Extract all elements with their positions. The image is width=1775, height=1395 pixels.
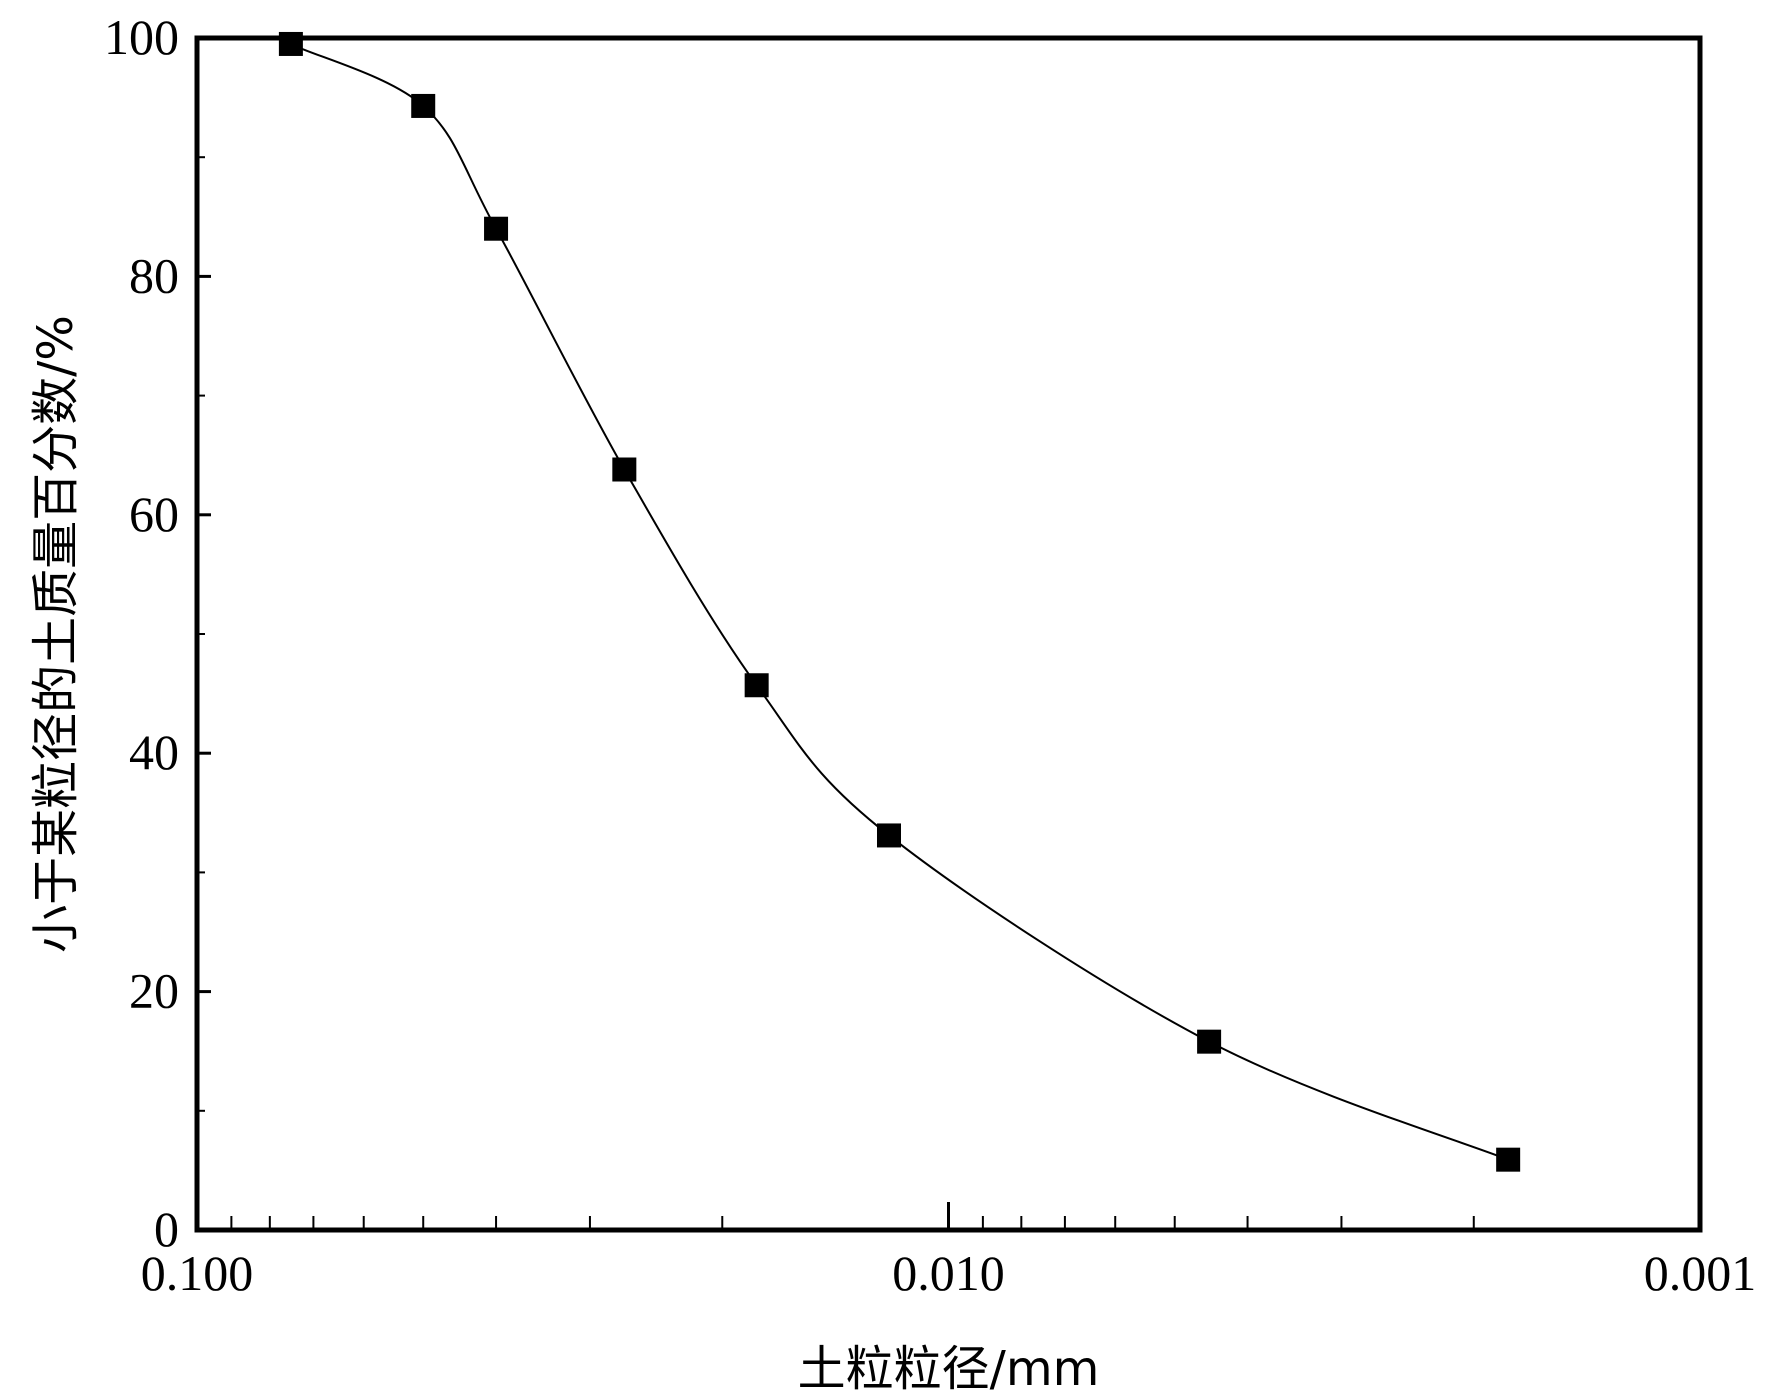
- y-tick-label: 80: [129, 247, 179, 303]
- y-tick-label: 0: [154, 1201, 179, 1257]
- x-tick-label: 0.010: [892, 1245, 1005, 1301]
- y-tick-label: 40: [129, 724, 179, 780]
- fit-curve: [281, 36, 1509, 1161]
- plot-area: 0 20 40 60 80 100 0.100 0.010 0.001 土粒粒径/mm 小于某粒径的…: [28, 9, 1756, 1395]
- data-point: [612, 457, 637, 482]
- data-point: [484, 216, 509, 241]
- data-point: [876, 823, 901, 848]
- data-point: [411, 93, 436, 118]
- y-tick-label: 100: [104, 9, 179, 65]
- y-tick-label: 20: [129, 963, 179, 1019]
- x-tick-label: 0.001: [1644, 1245, 1757, 1301]
- y-axis-title: 小于某粒径的土质量百分数/%: [28, 315, 84, 953]
- data-point: [1496, 1147, 1521, 1172]
- y-tick-label: 60: [129, 486, 179, 542]
- plot-frame: [194, 35, 1703, 1233]
- x-axis-title: 土粒粒径/mm: [798, 1341, 1100, 1395]
- data-point: [278, 31, 303, 56]
- data-point: [744, 673, 769, 698]
- data-point: [1197, 1029, 1222, 1054]
- x-tick-label: 0.100: [141, 1245, 254, 1301]
